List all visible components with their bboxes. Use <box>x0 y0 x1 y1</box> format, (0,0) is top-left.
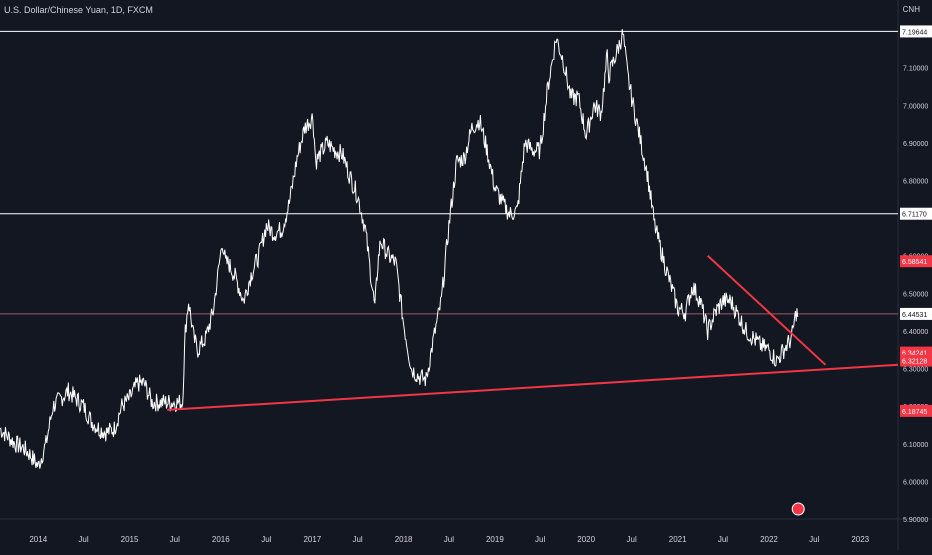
x-axis-tick-label: Jul <box>78 535 88 544</box>
price-label-bg <box>900 255 932 268</box>
x-axis-tick-label: Jul <box>352 535 362 544</box>
y-axis-tick-label: 5.90000 <box>903 517 928 524</box>
y-axis-tick-label: 6.10000 <box>903 442 928 449</box>
x-axis-tick-label: 2018 <box>395 535 413 544</box>
x-axis-tick-label: 2021 <box>669 535 687 544</box>
x-axis-tick-label: 2017 <box>303 535 321 544</box>
y-axis-highlight-label: 6.71170 <box>900 207 932 220</box>
y-axis-tick-label: 6.30000 <box>903 367 928 374</box>
price-label-text: 6.58541 <box>902 259 927 266</box>
y-axis-tick-label: 6.40000 <box>903 329 928 336</box>
x-axis-tick-label: 2014 <box>29 535 47 544</box>
price-series-line <box>0 29 799 469</box>
x-axis-tick-label: 2023 <box>851 535 869 544</box>
y-axis-tick-label: 6.80000 <box>903 179 928 186</box>
price-label-bg <box>900 354 932 367</box>
price-label-text: 6.32128 <box>902 359 927 366</box>
y-axis-label-bg <box>900 307 932 320</box>
support-trendline <box>167 363 899 411</box>
symbol-title: U.S. Dollar/Chinese Yuan, 1D, FXCM <box>4 5 153 15</box>
price-label-text: 6.34241 <box>902 351 927 358</box>
trendline-price-label: 6.58541 <box>900 255 932 268</box>
x-axis-tick-label: Jul <box>809 535 819 544</box>
y-axis-tick-label: 7.19644 <box>902 29 927 36</box>
x-axis-tick-label: 2020 <box>577 535 595 544</box>
x-axis-tick-label: 2019 <box>486 535 504 544</box>
y-axis-tick-label: 7.00000 <box>903 103 928 110</box>
x-axis-tick-label: Jul <box>535 535 545 544</box>
price-label-text: 6.18745 <box>902 409 927 416</box>
y-axis-tick-label: 6.44531 <box>902 312 927 319</box>
trendline-price-label: 6.32128 <box>900 354 932 367</box>
x-axis-tick-label: 2015 <box>121 535 139 544</box>
y-axis-highlight-label: 6.44531 <box>900 307 932 320</box>
x-axis-tick-label: Jul <box>444 535 454 544</box>
y-axis-tick-label: 7.10000 <box>903 66 928 73</box>
x-axis-tick-label: Jul <box>170 535 180 544</box>
currency-label: CNH <box>902 5 920 14</box>
y-axis-label-bg <box>900 25 932 38</box>
x-axis-tick-label: 2016 <box>212 535 230 544</box>
y-axis-tick-label: 6.00000 <box>903 479 928 486</box>
resistance-trendline <box>707 255 827 366</box>
y-axis-tick-label: 6.71170 <box>902 212 927 219</box>
x-axis-tick-label: Jul <box>261 535 271 544</box>
y-axis-tick-label: 6.50000 <box>903 291 928 298</box>
x-axis-tick-label: Jul <box>718 535 728 544</box>
x-axis-tick-label: Jul <box>627 535 637 544</box>
event-marker-icon <box>791 502 805 516</box>
x-axis-tick-label: 2022 <box>760 535 778 544</box>
price-label-bg <box>900 404 932 417</box>
trendline-price-label: 6.18745 <box>900 404 932 417</box>
y-axis-tick-label: 6.90000 <box>903 141 928 148</box>
y-axis-highlight-label: 7.19644 <box>900 25 932 38</box>
y-axis-label-bg <box>900 207 932 220</box>
